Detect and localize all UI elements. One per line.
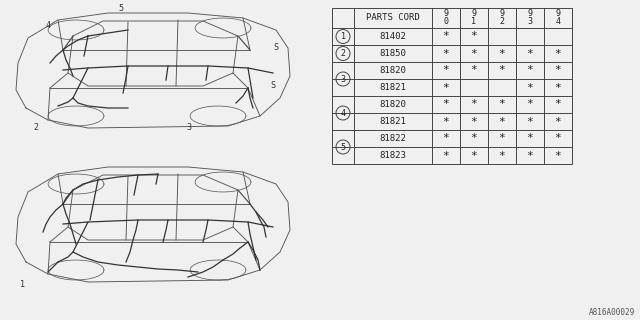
Text: 1: 1 [340,32,346,41]
Text: *: * [527,150,533,161]
Text: 0: 0 [444,18,449,27]
Text: *: * [470,31,477,42]
Text: 9: 9 [444,10,449,19]
Text: 3: 3 [186,123,191,132]
Text: *: * [443,116,449,126]
Text: *: * [499,116,506,126]
Bar [332,8,572,164]
Text: 2: 2 [33,123,38,132]
Text: *: * [470,49,477,59]
Text: *: * [470,116,477,126]
Text: *: * [527,116,533,126]
Text: *: * [470,133,477,143]
Text: *: * [499,49,506,59]
Text: PARTS CORD: PARTS CORD [366,13,420,22]
Text: 1: 1 [20,280,25,289]
Text: *: * [470,150,477,161]
Text: *: * [555,100,561,109]
Text: 81821: 81821 [380,117,406,126]
Text: *: * [443,150,449,161]
Text: *: * [555,116,561,126]
Text: *: * [443,49,449,59]
Text: S: S [273,43,278,52]
Text: 4: 4 [556,18,561,27]
Text: 81820: 81820 [380,100,406,109]
Text: 1: 1 [472,18,477,27]
Text: *: * [555,133,561,143]
Text: *: * [527,133,533,143]
Text: 81821: 81821 [380,83,406,92]
Text: *: * [527,49,533,59]
Text: A816A00029: A816A00029 [589,308,635,317]
Text: 9: 9 [499,10,504,19]
Text: *: * [555,150,561,161]
Text: *: * [499,66,506,76]
Text: 5: 5 [340,142,346,151]
Text: S: S [270,81,275,90]
Text: *: * [527,100,533,109]
Text: 2: 2 [340,49,346,58]
Text: 2: 2 [499,18,504,27]
Text: *: * [470,66,477,76]
Text: *: * [443,66,449,76]
Text: *: * [499,150,506,161]
Text: 9: 9 [472,10,477,19]
Text: 81850: 81850 [380,49,406,58]
Text: 5: 5 [118,4,123,13]
Text: *: * [555,49,561,59]
Text: 3: 3 [527,18,532,27]
Text: 3: 3 [340,75,346,84]
Text: 81820: 81820 [380,66,406,75]
Text: 81402: 81402 [380,32,406,41]
Text: *: * [443,31,449,42]
Text: *: * [499,133,506,143]
Text: *: * [555,66,561,76]
Text: *: * [555,83,561,92]
Text: 4: 4 [46,21,51,30]
Text: 4: 4 [340,108,346,117]
Text: *: * [443,83,449,92]
Text: *: * [470,100,477,109]
Text: *: * [499,100,506,109]
Text: 81822: 81822 [380,134,406,143]
Text: *: * [443,133,449,143]
Text: *: * [527,66,533,76]
Text: 9: 9 [527,10,532,19]
Text: *: * [527,83,533,92]
Text: *: * [443,100,449,109]
Text: 9: 9 [556,10,561,19]
Text: 81823: 81823 [380,151,406,160]
